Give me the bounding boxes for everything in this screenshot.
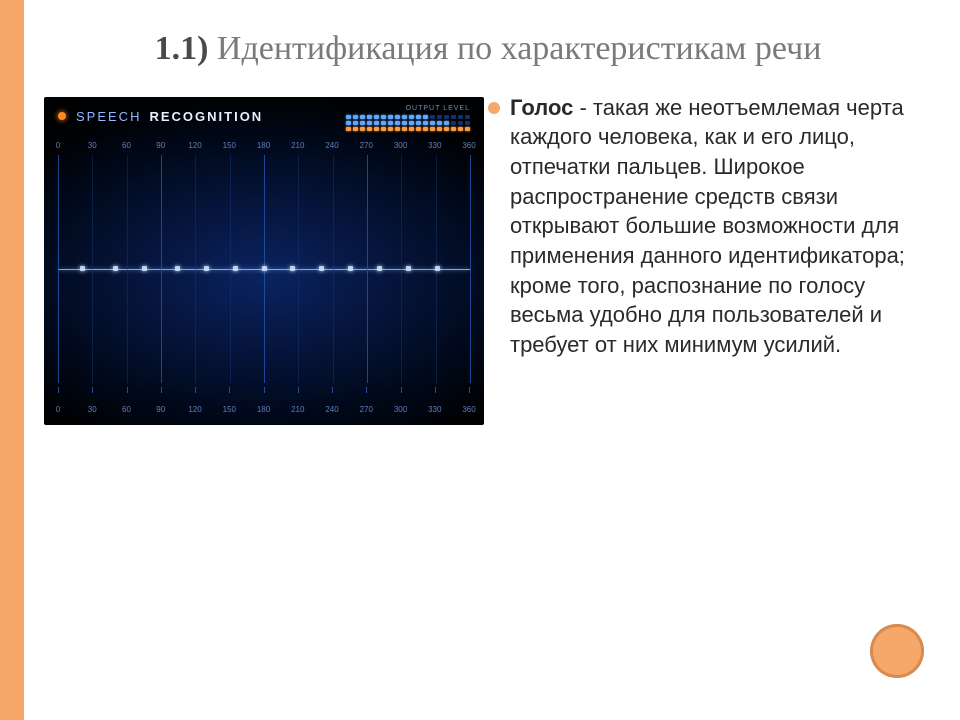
wave-node [113,266,118,271]
level-segment [388,127,393,131]
record-dot-icon [58,112,66,120]
level-segment [402,121,407,125]
level-segment [346,115,351,119]
sr-header-word2: RECOGNITION [149,109,263,124]
level-segment [388,115,393,119]
wave-node [142,266,147,271]
level-segment [423,115,428,119]
level-meter [346,115,470,131]
level-segment [437,127,442,131]
level-segment [395,127,400,131]
level-segment [353,127,358,131]
level-segment [409,115,414,119]
wave-node [319,266,324,271]
level-segment [367,127,372,131]
level-segment [444,121,449,125]
wave-node [204,266,209,271]
body-row: SPEECH RECOGNITION OUTPUT LEVEL 03060901… [38,83,938,425]
level-segment [395,121,400,125]
waveform [58,155,470,383]
sr-header: SPEECH RECOGNITION [58,109,263,124]
level-segment [360,127,365,131]
level-segment [346,121,351,125]
level-segment [388,121,393,125]
slide-title: 1.1) Идентификация по характеристикам ре… [78,28,898,71]
level-segment [367,121,372,125]
level-segment [465,121,470,125]
level-segment [395,115,400,119]
level-segment [430,115,435,119]
level-segment [374,127,379,131]
level-segment [430,127,435,131]
level-segment [374,115,379,119]
level-label: OUTPUT LEVEL [406,105,470,112]
wave-node [348,266,353,271]
level-meter-row [346,127,470,131]
text-column: Голос - такая же неотъемлемая черта кажд… [484,93,918,360]
level-segment [451,127,456,131]
level-segment [402,115,407,119]
level-segment [416,121,421,125]
level-segment [416,127,421,131]
wave-node [377,266,382,271]
level-segment [353,121,358,125]
bullet-text: Голос - такая же неотъемлемая черта кажд… [510,93,918,360]
bullet-bold: Голос [510,95,573,120]
grid-vline [470,155,471,383]
bullet-row: Голос - такая же неотъемлемая черта кажд… [488,93,918,360]
level-segment [381,127,386,131]
wave-node [290,266,295,271]
level-segment [360,121,365,125]
wave-node [406,266,411,271]
level-segment [444,115,449,119]
image-column: SPEECH RECOGNITION OUTPUT LEVEL 03060901… [44,93,484,425]
accent-bar [0,0,24,720]
level-segment [423,121,428,125]
speech-recognition-panel: SPEECH RECOGNITION OUTPUT LEVEL 03060901… [44,97,484,425]
wave-node [233,266,238,271]
level-segment [409,127,414,131]
level-segment [381,121,386,125]
wave-node [435,266,440,271]
level-segment [458,127,463,131]
level-segment [458,121,463,125]
bullet-rest: - такая же неотъемлемая черта каждого че… [510,95,905,358]
level-segment [458,115,463,119]
level-segment [402,127,407,131]
level-segment [465,115,470,119]
sr-header-word1: SPEECH [76,109,141,124]
level-segment [430,121,435,125]
level-meter-row [346,115,470,119]
level-segment [353,115,358,119]
level-segment [451,121,456,125]
slide-content: 1.1) Идентификация по характеристикам ре… [38,0,938,720]
wave-node [80,266,85,271]
wave-node [262,266,267,271]
wave-node [175,266,180,271]
level-segment [451,115,456,119]
level-segment [409,121,414,125]
level-meter-row [346,121,470,125]
level-segment [360,115,365,119]
level-segment [416,115,421,119]
level-segment [465,127,470,131]
title-rest: Идентификация по характеристикам речи [217,30,821,67]
bullet-dot-icon [488,102,500,114]
level-segment [346,127,351,131]
level-segment [367,115,372,119]
level-segment [423,127,428,131]
level-segment [437,115,442,119]
level-segment [437,121,442,125]
level-segment [374,121,379,125]
corner-circle-icon [870,624,924,678]
level-segment [444,127,449,131]
title-number: 1.1) [155,30,209,67]
level-segment [381,115,386,119]
